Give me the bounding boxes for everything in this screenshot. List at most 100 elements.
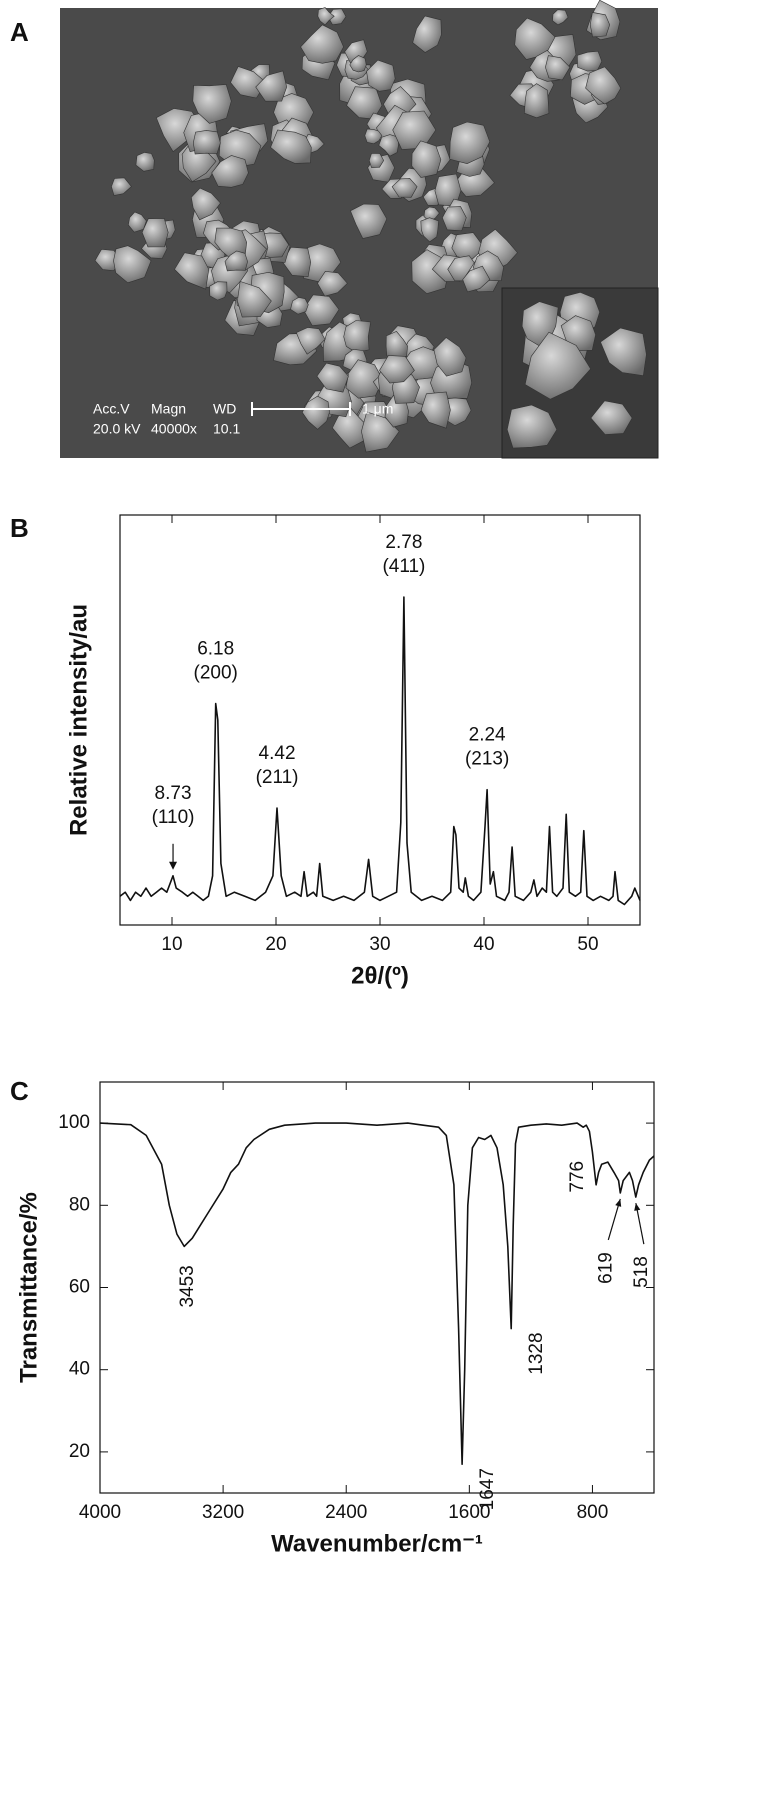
- particle: [113, 245, 152, 284]
- y-tick-label: 60: [69, 1277, 90, 1298]
- particle: [600, 327, 647, 377]
- x-tick-label: 2400: [325, 1502, 367, 1523]
- x-tick-label: 20: [265, 934, 286, 955]
- peak-d-label: 2.24: [469, 725, 506, 746]
- particle: [524, 83, 550, 119]
- particle: [441, 206, 467, 232]
- particle: [190, 187, 221, 221]
- particle: [366, 59, 396, 92]
- particle: [255, 70, 288, 102]
- panel-label: A: [10, 17, 29, 47]
- particle: [349, 55, 367, 73]
- y-axis-title: Transmittance/%: [15, 1192, 42, 1383]
- band-label: 619: [595, 1252, 616, 1284]
- particle: [332, 406, 370, 449]
- particle: [135, 152, 155, 172]
- x-tick-label: 3200: [202, 1502, 244, 1523]
- sem-image: [60, 0, 659, 459]
- band-label: 1647: [477, 1468, 498, 1510]
- x-tick-label: 30: [369, 934, 390, 955]
- panel-label: C: [10, 1076, 29, 1106]
- band-label: 518: [631, 1256, 652, 1288]
- band-arrowhead: [634, 1203, 641, 1211]
- peak-hkl-label: (213): [465, 749, 509, 770]
- particle: [316, 362, 349, 393]
- peak-hkl-label: (110): [152, 807, 195, 828]
- particle: [391, 178, 418, 198]
- particle: [411, 140, 442, 178]
- particle: [412, 15, 442, 53]
- particle: [576, 50, 603, 72]
- particle: [449, 121, 491, 165]
- peak-d-label: 2.78: [385, 532, 422, 553]
- particle: [237, 280, 272, 318]
- particle: [585, 66, 622, 105]
- data-line: [119, 596, 641, 906]
- x-axis-title: Wavenumber/cm⁻¹: [271, 1530, 483, 1557]
- scale-bar: [251, 402, 351, 416]
- peak-d-label: 8.73: [155, 783, 192, 804]
- particle: [192, 130, 221, 155]
- particle: [192, 84, 232, 124]
- particle: [462, 265, 491, 293]
- particle: [290, 297, 309, 315]
- band-arrowhead: [615, 1198, 622, 1207]
- sem-info: Acc.V: [93, 401, 130, 417]
- x-tick-label: 10: [161, 934, 182, 955]
- particle: [433, 337, 467, 377]
- particle: [301, 395, 330, 430]
- particle: [295, 327, 326, 355]
- particle: [590, 400, 633, 435]
- sem-info: 40000x: [151, 421, 197, 437]
- peak-d-label: 6.18: [197, 639, 234, 660]
- particle: [343, 320, 372, 353]
- particle: [317, 270, 348, 297]
- y-tick-label: 100: [58, 1112, 90, 1133]
- x-tick-label: 50: [577, 934, 598, 955]
- y-tick-label: 40: [69, 1359, 90, 1380]
- particle: [211, 155, 249, 188]
- particle: [545, 55, 571, 81]
- particle: [230, 66, 267, 99]
- peak-arrowhead: [169, 861, 178, 870]
- particle: [209, 281, 228, 301]
- panel-label: B: [10, 513, 29, 543]
- particle: [174, 252, 210, 290]
- peak-hkl-label: (211): [256, 767, 299, 788]
- particle: [379, 355, 415, 384]
- particle: [300, 24, 344, 64]
- x-tick-label: 1600: [448, 1502, 490, 1523]
- band-label: 1328: [526, 1332, 547, 1374]
- particle: [506, 404, 558, 449]
- particle: [270, 129, 312, 164]
- sem-info: 20.0 kV: [93, 421, 141, 437]
- particle: [368, 152, 385, 168]
- y-tick-label: 20: [69, 1441, 90, 1462]
- data-line: [99, 1122, 655, 1465]
- particle: [560, 315, 596, 352]
- particle: [317, 7, 335, 26]
- particle: [345, 359, 384, 399]
- particle: [127, 211, 147, 233]
- particle: [350, 203, 388, 239]
- peak-hkl-label: (200): [194, 663, 238, 684]
- band-label: 3453: [177, 1265, 198, 1307]
- x-tick-label: 4000: [79, 1502, 121, 1523]
- y-axis-title: Relative intensity/au: [65, 604, 92, 836]
- sem-info: WD: [213, 401, 236, 417]
- particle: [111, 177, 132, 196]
- plot-frame: [119, 514, 641, 926]
- particle: [224, 250, 248, 272]
- peak-hkl-label: (411): [382, 556, 425, 577]
- sem-info: 10.1: [213, 421, 240, 437]
- particle: [141, 218, 169, 248]
- peak-d-label: 4.42: [259, 743, 296, 764]
- x-axis-title: 2θ/(º): [351, 962, 409, 989]
- x-tick-label: 800: [577, 1502, 609, 1523]
- particle: [589, 12, 611, 38]
- y-tick-label: 80: [69, 1194, 90, 1215]
- band-label: 776: [567, 1161, 588, 1193]
- particle: [420, 391, 451, 429]
- sem-info: Magn: [151, 401, 186, 417]
- particle: [552, 9, 569, 26]
